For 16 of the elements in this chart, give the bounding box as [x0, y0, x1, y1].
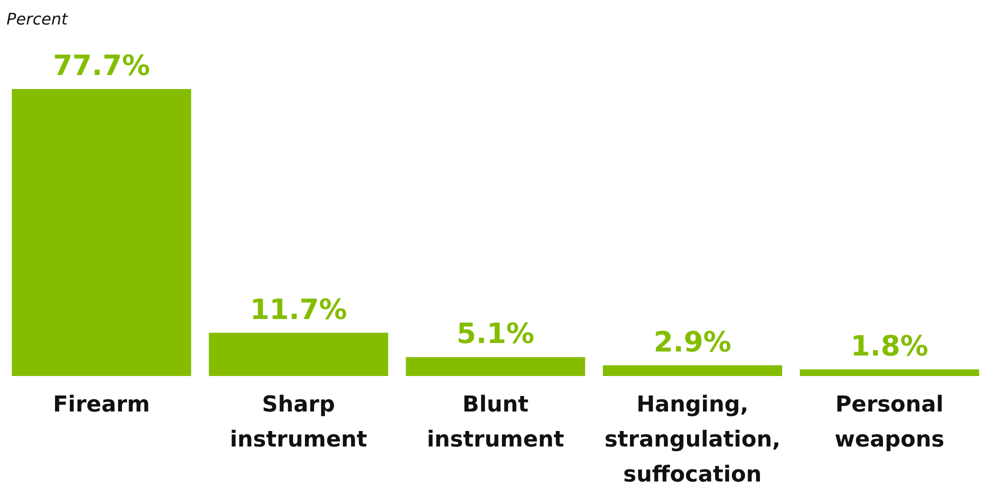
x-tick-label: Sharp instrument — [230, 392, 368, 452]
bar — [602, 365, 782, 376]
bar — [800, 369, 980, 376]
data-label: 5.1% — [456, 317, 534, 350]
y-axis-title: Percent — [6, 10, 68, 28]
data-label: 77.7% — [52, 49, 150, 82]
x-tick-label: Blunt instrument — [426, 392, 565, 452]
data-label: 1.8% — [850, 329, 928, 362]
data-label: 2.9% — [654, 325, 732, 358]
data-label: 11.7% — [250, 292, 348, 326]
bar — [12, 89, 192, 376]
x-tick-label: Hanging, strangulation, suffocation — [604, 392, 780, 488]
bar — [406, 357, 586, 376]
bar — [208, 332, 388, 376]
x-tick-label: Firearm — [53, 392, 150, 418]
x-tick-label: Personal weapons — [834, 392, 944, 452]
